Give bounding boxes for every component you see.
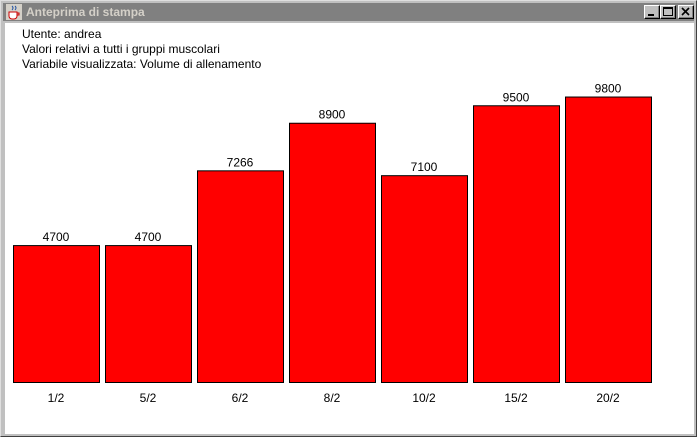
window-title: Anteprima di stampa xyxy=(26,5,145,19)
bar-value-label: 9500 xyxy=(503,90,530,104)
bar-5 xyxy=(473,105,560,383)
bar-value-label: 4700 xyxy=(43,230,70,244)
bar-4 xyxy=(381,175,468,383)
category-label: 6/2 xyxy=(232,391,249,405)
bar-chart: 4700 1/2 4700 5/2 7266 6/2 8900 8/2 7100 10/2 9500… xyxy=(13,82,652,405)
variable-label: Variabile visualizzata: Volume di allena… xyxy=(22,57,262,71)
bar-6 xyxy=(565,96,652,383)
bar-3 xyxy=(289,122,376,383)
category-label: 5/2 xyxy=(140,391,157,405)
bar-2 xyxy=(197,170,284,383)
bar-value-label: 4700 xyxy=(135,230,162,244)
user-label: Utente: andrea xyxy=(22,27,102,41)
bar-value-label: 9800 xyxy=(595,82,622,96)
scope-label: Valori relativi a tutti i gruppi muscola… xyxy=(22,42,220,56)
bar-1 xyxy=(105,245,192,383)
category-label: 20/2 xyxy=(596,391,620,405)
minimize-button[interactable] xyxy=(644,5,660,19)
category-label: 8/2 xyxy=(324,391,341,405)
category-label: 1/2 xyxy=(48,391,65,405)
bar-value-label: 7266 xyxy=(227,155,254,169)
preview-canvas: Utente: andrea Valori relativi a tutti i… xyxy=(5,23,694,434)
close-button[interactable] xyxy=(678,5,694,19)
category-label: 15/2 xyxy=(504,391,528,405)
java-cup-icon xyxy=(6,4,22,20)
bar-value-label: 8900 xyxy=(319,108,346,122)
bar-0 xyxy=(13,245,100,383)
category-label: 10/2 xyxy=(412,391,436,405)
bar-value-label: 7100 xyxy=(411,160,438,174)
close-icon xyxy=(681,7,690,16)
maximize-icon xyxy=(663,7,673,16)
title-bar[interactable]: Anteprima di stampa xyxy=(3,3,694,21)
minimize-icon xyxy=(648,14,654,16)
maximize-button[interactable] xyxy=(660,5,676,19)
